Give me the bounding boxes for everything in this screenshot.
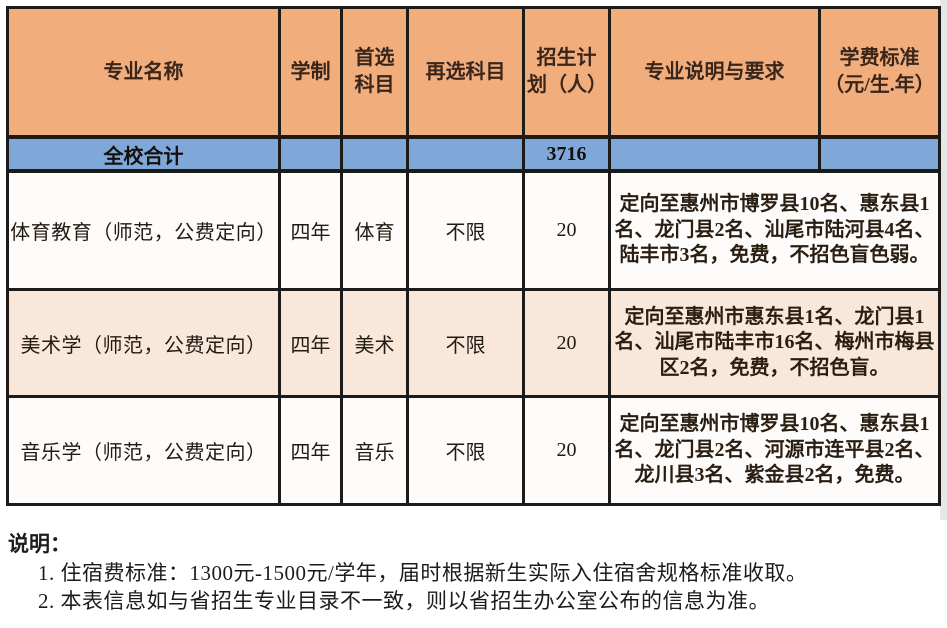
first-subject: 音乐 [340, 395, 409, 506]
header-major: 专业名称 [6, 6, 281, 139]
total-tuition-empty [818, 135, 941, 173]
duration: 四年 [278, 169, 343, 291]
total-duration-empty [278, 135, 343, 173]
note-item-1: 1. 住宿费标准：1300元-1500元/学年，届时根据新生实际入住宿舍规格标准… [38, 561, 808, 585]
header-tuition: 学费标准（元/生.年） [818, 6, 941, 139]
second-subject: 不限 [406, 395, 525, 506]
total-row: 全校合计 3716 [6, 135, 941, 173]
second-subject: 不限 [406, 288, 525, 398]
header-duration: 学制 [278, 6, 343, 139]
header-first-subject: 首选科目 [340, 6, 409, 139]
first-subject: 体育 [340, 169, 409, 291]
major-name: 音乐学（师范，公费定向） [6, 395, 281, 506]
duration: 四年 [278, 395, 343, 506]
page-right-margin [940, 0, 947, 520]
major-name: 美术学（师范，公费定向） [6, 288, 281, 398]
total-label: 全校合计 [6, 135, 281, 173]
table-row: 体育教育（师范，公费定向） 四年 体育 不限 20 定向至惠州市博罗县10名、惠… [6, 169, 941, 291]
plan-count: 20 [522, 169, 611, 291]
header-description: 专业说明与要求 [608, 6, 821, 139]
major-description: 定向至惠州市惠东县1名、龙门县1名、汕尾市陆丰市16名、梅州市梅县区2名，免费，… [608, 288, 941, 398]
admission-plan-table-wrap: 专业名称 学制 首选科目 再选科目 招生计划（人） 专业说明与要求 学费标准（元… [6, 6, 941, 506]
first-subject: 美术 [340, 288, 409, 398]
second-subject: 不限 [406, 169, 525, 291]
major-description: 定向至惠州市博罗县10名、惠东县1名、龙门县2名、汕尾市陆河县4名、陆丰市3名，… [608, 169, 941, 291]
total-first-subject-empty [340, 135, 409, 173]
total-description-empty [608, 135, 821, 173]
header-plan: 招生计划（人） [522, 6, 611, 139]
admission-plan-table: 专业名称 学制 首选科目 再选科目 招生计划（人） 专业说明与要求 学费标准（元… [6, 6, 941, 506]
major-description: 定向至惠州市博罗县10名、惠东县1名、龙门县2名、河源市连平县2名、龙川县3名、… [608, 395, 941, 506]
header-second-subject: 再选科目 [406, 6, 525, 139]
duration: 四年 [278, 288, 343, 398]
notes-section: 说明： 1. 住宿费标准：1300元-1500元/学年，届时根据新生实际入住宿舍… [8, 528, 938, 615]
total-second-subject-empty [406, 135, 525, 173]
header-row: 专业名称 学制 首选科目 再选科目 招生计划（人） 专业说明与要求 学费标准（元… [6, 6, 941, 139]
note-item-2: 2. 本表信息如与省招生专业目录不一致，则以省招生办公室公布的信息为准。 [38, 588, 770, 613]
total-plan: 3716 [522, 135, 611, 173]
notes-title: 说明： [8, 532, 71, 556]
major-name: 体育教育（师范，公费定向） [6, 169, 281, 291]
plan-count: 20 [522, 395, 611, 506]
table-row: 音乐学（师范，公费定向） 四年 音乐 不限 20 定向至惠州市博罗县10名、惠东… [6, 395, 941, 506]
plan-count: 20 [522, 288, 611, 398]
table-row: 美术学（师范，公费定向） 四年 美术 不限 20 定向至惠州市惠东县1名、龙门县… [6, 288, 941, 398]
